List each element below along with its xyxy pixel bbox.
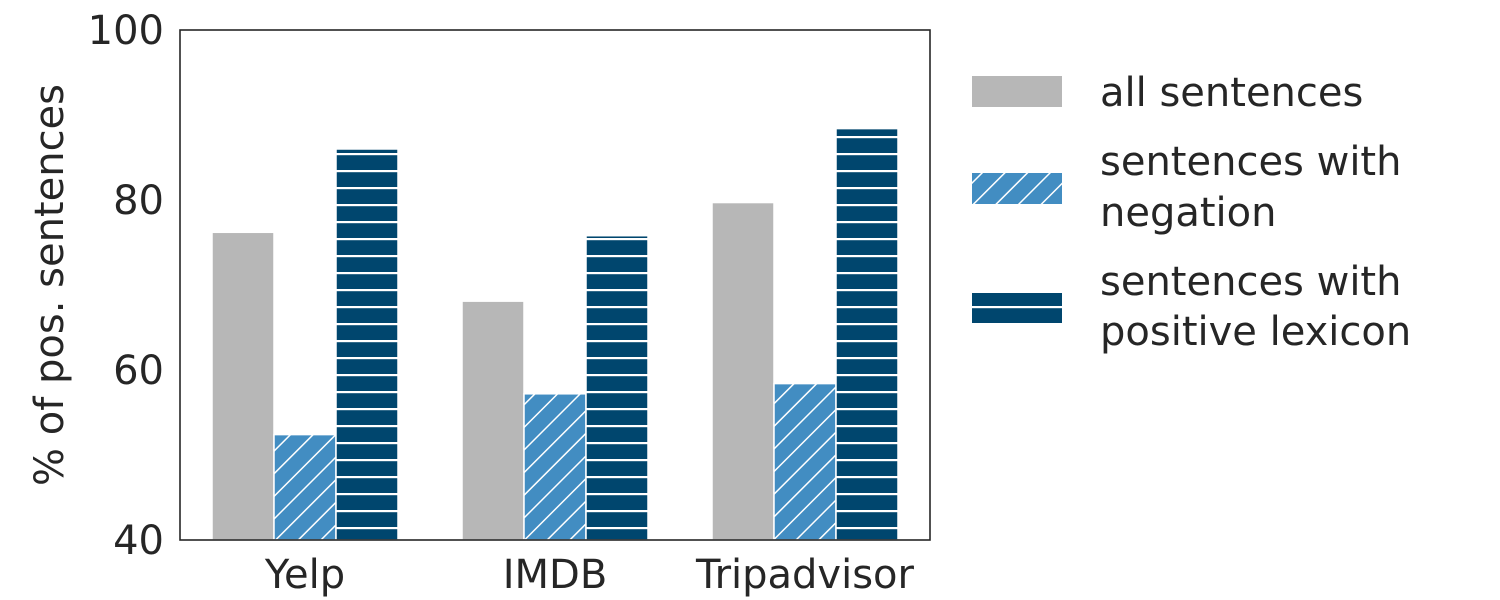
x-tick-label: Tripadvisor	[695, 552, 915, 598]
legend-swatch-2	[972, 173, 1062, 204]
y-axis-title: % of pos. sentences	[27, 84, 73, 486]
legend-swatch-1	[972, 76, 1062, 107]
bar-imdb-series-3	[585, 234, 649, 541]
legend-label-1: all sentences	[1100, 70, 1363, 116]
x-tick-label: IMDB	[503, 552, 608, 598]
legend-label-3: sentences with positive lexicon	[1100, 259, 1411, 355]
y-tick-label: 60	[113, 348, 164, 394]
plot-area: Yelp IMDB Tripadvisor 40 60 80 100	[88, 8, 931, 598]
legend-label-2: sentences with negation	[1100, 139, 1401, 236]
bar-imdb-series-1	[461, 300, 525, 541]
bar-tripadvisor-series-3	[835, 127, 899, 541]
plot-frame	[179, 29, 931, 541]
y-tick-label: 100	[88, 8, 164, 54]
bar-yelp-series-3	[335, 148, 399, 541]
y-tick-label: 80	[113, 178, 164, 224]
bar-tripadvisor-series-1	[711, 201, 775, 541]
x-tick-label: Yelp	[264, 552, 345, 598]
bar-yelp-series-2	[273, 433, 337, 541]
bar-yelp-series-1	[211, 231, 275, 541]
bar-imdb-series-2	[523, 393, 587, 541]
y-tick-label: 40	[113, 518, 164, 564]
legend-swatch-3	[972, 293, 1062, 324]
bar-tripadvisor-series-2	[773, 382, 837, 541]
legend: all sentences sentences with negation sente…	[972, 70, 1411, 355]
